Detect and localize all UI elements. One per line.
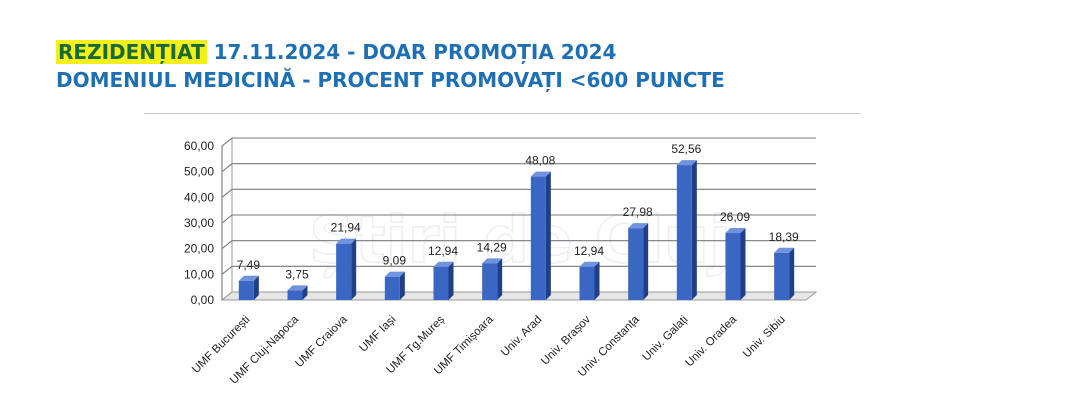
bar-side xyxy=(448,261,454,300)
heading-line-2: DOMENIUL MEDICINĂ - PROCENT PROMOVAȚI <6… xyxy=(56,68,725,92)
bar xyxy=(725,228,746,300)
bar-front xyxy=(579,266,595,300)
data-label: 12,94 xyxy=(574,244,604,258)
bar-layer xyxy=(238,160,795,300)
bar-front xyxy=(774,252,790,300)
bar-side xyxy=(740,228,746,300)
bar-top xyxy=(628,223,649,229)
category-label: Univ. Arad xyxy=(499,314,544,359)
bar-side xyxy=(302,285,308,300)
bar xyxy=(336,238,357,300)
bar xyxy=(287,285,308,300)
category-label: Univ. Sibiu xyxy=(741,314,788,361)
y-tick-label: 60,00 xyxy=(184,139,214,153)
bar-front xyxy=(530,176,546,300)
bar xyxy=(433,261,454,300)
gridline xyxy=(221,240,816,250)
data-label: 27,98 xyxy=(623,205,653,219)
gridline xyxy=(221,214,816,224)
bar-side xyxy=(789,247,795,300)
y-tick-label: 0,00 xyxy=(191,293,215,307)
category-label: UMF Craiova xyxy=(293,313,350,370)
heading-highlight: REZIDENȚIAT xyxy=(56,40,207,64)
bar-side xyxy=(691,160,697,300)
bar-front xyxy=(482,263,498,300)
bar xyxy=(628,223,649,300)
grid-layer xyxy=(220,136,818,302)
bar-top xyxy=(384,271,405,277)
bar-front xyxy=(336,243,352,300)
bar xyxy=(482,258,503,300)
bar-front xyxy=(725,233,741,300)
bar-front xyxy=(287,290,303,300)
bar xyxy=(238,275,259,300)
bar-side xyxy=(497,258,503,300)
bar-top xyxy=(530,171,551,177)
bar-front xyxy=(628,228,644,300)
data-label: 21,94 xyxy=(331,221,361,235)
data-label: 14,29 xyxy=(477,240,507,254)
bar-side xyxy=(594,261,600,300)
bar-top xyxy=(433,261,454,267)
bar xyxy=(384,271,405,300)
y-tick-label: 10,00 xyxy=(184,267,214,281)
chart-heading: REZIDENȚIAT 17.11.2024 - DOAR PROMOȚIA 2… xyxy=(56,38,725,94)
gridline xyxy=(221,265,816,275)
category-label: Univ. Oradea xyxy=(683,313,739,369)
data-label: 9,09 xyxy=(383,254,407,268)
bar-front xyxy=(433,266,449,300)
y-tick-label: 30,00 xyxy=(184,216,214,230)
bar-front xyxy=(676,165,692,300)
data-label: 12,94 xyxy=(428,244,458,258)
category-label: Univ. Brașov xyxy=(539,313,593,367)
bar xyxy=(774,247,795,300)
bar-top xyxy=(774,247,795,253)
bar-side xyxy=(643,223,649,300)
category-label: Univ. Galați xyxy=(641,314,691,364)
gridline xyxy=(221,137,816,147)
y-tick-label: 40,00 xyxy=(184,190,214,204)
bar-side xyxy=(545,171,551,300)
y-tick-label: 50,00 xyxy=(184,165,214,179)
bar-front xyxy=(238,280,254,300)
bar xyxy=(530,171,551,300)
y-tick-label: 20,00 xyxy=(184,242,214,256)
data-label: 3,75 xyxy=(285,267,309,281)
bar-front xyxy=(384,276,400,300)
bar-top xyxy=(725,228,746,234)
heading-date: 17.11.2024 - DOAR PROMOȚIA 2024 xyxy=(206,40,617,64)
data-label: 26,09 xyxy=(720,210,750,224)
bar-side xyxy=(351,238,357,300)
data-label: 52,56 xyxy=(671,142,701,156)
gridline xyxy=(221,188,816,198)
bar xyxy=(579,261,600,300)
bar-top xyxy=(336,238,357,244)
heading-line-1: REZIDENȚIAT 17.11.2024 - DOAR PROMOȚIA 2… xyxy=(56,38,725,66)
category-label: UMF Iași xyxy=(357,314,398,355)
bar-top xyxy=(238,275,259,281)
gridline xyxy=(221,163,816,173)
chart-floor xyxy=(220,291,818,301)
bar-side xyxy=(253,275,259,300)
bar-top xyxy=(287,285,308,291)
bar-side xyxy=(399,271,405,300)
data-label: 48,08 xyxy=(525,154,555,168)
bar-top xyxy=(676,160,697,166)
bar-top xyxy=(579,261,600,267)
bar-top xyxy=(482,258,503,264)
data-label: 18,39 xyxy=(769,230,799,244)
divider-line xyxy=(144,113,860,114)
bar xyxy=(676,160,697,300)
data-label: 7,49 xyxy=(237,258,261,272)
